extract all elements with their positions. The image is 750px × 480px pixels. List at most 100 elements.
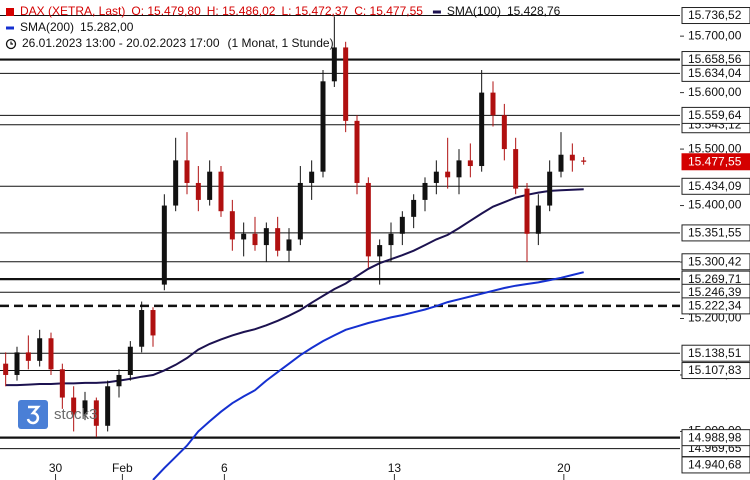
level-label: 15.736,52	[688, 8, 742, 22]
candle-body	[93, 400, 99, 426]
clock-hands	[10, 41, 13, 45]
candle-body	[252, 233, 258, 246]
logo-icon	[18, 400, 48, 429]
level-label-box	[681, 153, 750, 171]
y-tick-label: 15.600,00	[688, 85, 742, 99]
x-tick-label: 6	[221, 461, 228, 475]
candle-body	[343, 47, 349, 121]
candle-body	[501, 115, 507, 150]
level-label-box	[681, 253, 750, 271]
level-label: 15.138,51	[688, 346, 742, 360]
candle-body	[445, 171, 451, 178]
ohlc-label: O: 15.479,80	[131, 4, 201, 18]
candle-body	[388, 233, 394, 246]
header: DAX (XETRA, Last) O: 15.479,80 H: 15.486,0…	[5, 4, 561, 50]
period: 26.01.2023 13:00 - 20.02.2023 17:00	[22, 36, 220, 50]
candle-body	[456, 160, 462, 178]
legend-swatch	[6, 26, 14, 30]
candle-body	[25, 352, 31, 361]
candle-body	[37, 338, 43, 361]
candle-body	[297, 182, 303, 240]
candle-body	[513, 149, 519, 189]
candle-body	[286, 239, 292, 251]
candle-body	[331, 47, 337, 82]
y-tick-label: 15.700,00	[688, 28, 742, 42]
x-tick-label: 20	[557, 461, 571, 475]
level-label-box	[681, 297, 750, 315]
ohlc-label: C: 15.477,55	[354, 4, 423, 18]
candle-body	[229, 211, 235, 240]
level-label: 15.107,83	[688, 363, 742, 377]
plot-area	[0, 15, 680, 480]
level-label-box	[681, 177, 750, 195]
candle-body	[354, 120, 360, 183]
level-label-box	[681, 429, 750, 447]
level-label-box	[681, 344, 750, 362]
candle-body	[173, 160, 179, 206]
candle-body	[365, 182, 371, 257]
level-label-box	[681, 224, 750, 242]
candle-body	[150, 310, 156, 336]
candle-body	[309, 171, 315, 183]
sma-line	[5, 188, 584, 387]
candle-body	[524, 188, 530, 234]
level-label-box	[681, 64, 750, 82]
candle-body	[116, 374, 122, 387]
candle-body	[547, 171, 553, 206]
candle-body	[467, 160, 473, 167]
candle-body	[320, 81, 326, 172]
candle-body	[263, 228, 269, 246]
logo-glyph	[26, 405, 41, 425]
candle-body	[127, 346, 133, 375]
candle-body	[71, 397, 77, 415]
candle-body	[411, 199, 417, 217]
level-label: 15.658,56	[688, 52, 742, 66]
x-tick-label: 13	[388, 461, 402, 475]
title-marker	[6, 8, 14, 16]
y-tick-label: 15.500,00	[688, 141, 742, 155]
candle-body	[433, 171, 439, 183]
logo: stock3	[18, 400, 97, 429]
candle-body	[275, 228, 281, 251]
sma-line	[152, 271, 584, 480]
clock-icon	[5, 38, 17, 50]
legend-swatch	[432, 10, 441, 14]
level-label-box	[681, 106, 750, 124]
candle-body	[3, 363, 9, 375]
x-tick-label: Feb	[112, 461, 133, 475]
candle-body	[558, 154, 564, 172]
candle-body	[195, 182, 201, 200]
legend-value: 15.282,00	[80, 20, 134, 34]
level-label-box	[681, 362, 750, 380]
candle-body	[479, 92, 485, 167]
candle-body	[218, 171, 224, 212]
legend-label: SMA(100)	[447, 4, 501, 18]
logo-text: stock3	[54, 406, 97, 423]
level-label-box	[681, 456, 750, 474]
level-label-box	[681, 7, 750, 25]
y-tick-label: 15.400,00	[688, 198, 742, 212]
level-label: 15.634,04	[688, 66, 742, 80]
candle-body	[48, 338, 54, 370]
legend-value: 15.428,76	[507, 4, 561, 18]
candle-body	[184, 160, 190, 183]
candle-body	[422, 182, 428, 200]
level-label: 15.269,71	[688, 272, 742, 286]
level-label: 15.351,55	[688, 226, 742, 240]
candle-body	[59, 369, 65, 398]
level-label: 15.477,55	[688, 154, 742, 168]
chart-title: DAX (XETRA, Last)	[20, 4, 125, 18]
ohlc-label: L: 15.472,37	[281, 4, 348, 18]
candle-body	[161, 205, 167, 285]
candle-body	[139, 310, 145, 347]
interval: (1 Monat, 1 Stunde)	[228, 36, 334, 50]
level-label: 14.988,98	[688, 430, 742, 444]
level-label: 15.246,39	[688, 285, 742, 299]
level-label: 14.940,68	[688, 458, 742, 472]
candle-body	[241, 233, 247, 240]
candle-body	[490, 92, 496, 116]
candle-body	[569, 154, 575, 161]
ohlc-label: H: 15.486,02	[207, 4, 276, 18]
